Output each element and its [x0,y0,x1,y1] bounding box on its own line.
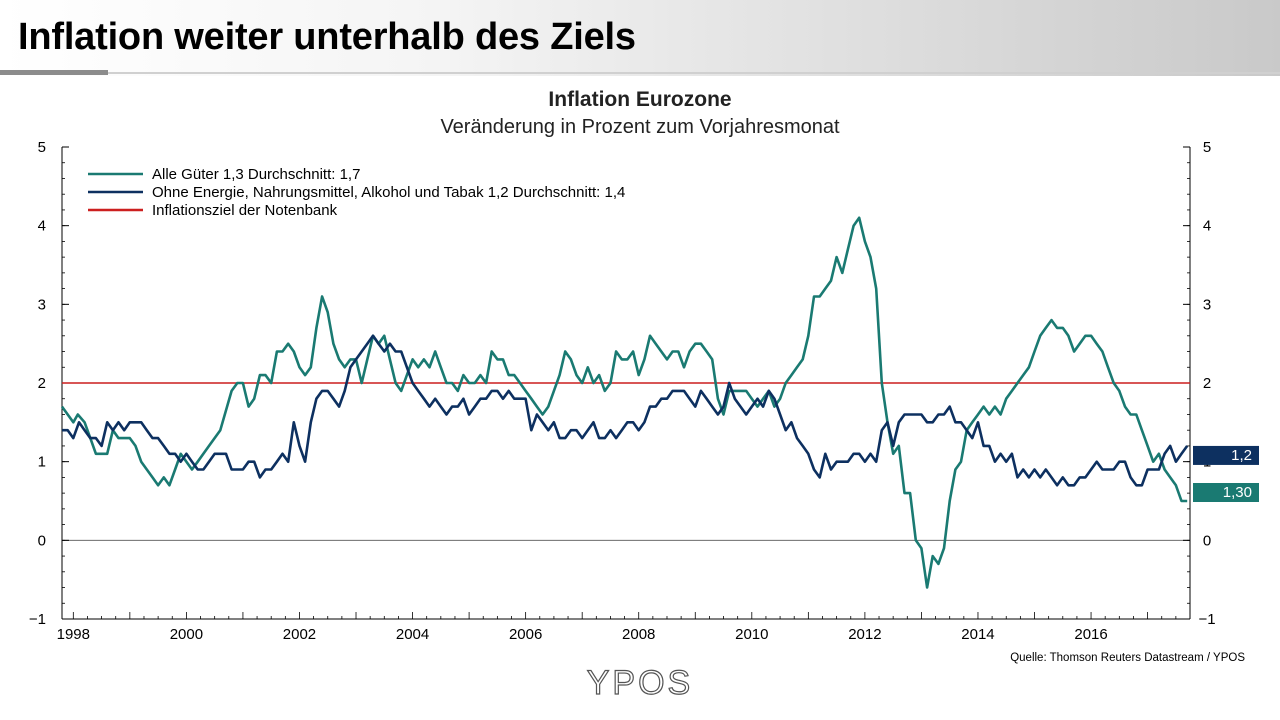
header-band [0,0,1280,76]
end-label-box [1193,445,1259,465]
end-label-text: 1,30 [1223,484,1252,501]
y-tick-label-left: −1 [29,611,46,628]
page-title: Inflation weiter unterhalb des Ziels [18,16,636,58]
y-tick-label-right: 3 [1203,296,1211,313]
end-label-box [1193,483,1259,502]
x-tick-label: 2012 [848,626,881,643]
inflation-chart: Inflation Eurozone Veränderung in Prozen… [29,88,1259,664]
header-divider [108,72,1280,74]
source-note: Quelle: Thomson Reuters Datastream / YPO… [1010,652,1245,664]
ypos-logo: YPOS [586,663,694,702]
y-tick-label-right: 4 [1203,218,1211,235]
x-tick-label: 2016 [1074,626,1107,643]
x-tick-label: 2008 [622,626,655,643]
end-labels: 1,30 1,2 [1193,445,1259,502]
y-tick-label-left: 3 [38,296,46,313]
chart-subtitle: Veränderung in Prozent zum Vorjahresmona… [440,116,840,138]
legend-label: Ohne Energie, Nahrungsmittel, Alkohol un… [152,184,625,201]
end-label-text: 1,2 [1231,447,1252,464]
series-layer [60,216,1189,589]
x-tick-label: 2010 [735,626,768,643]
legend-label: Alle Güter 1,3 Durchschnitt: 1,7 [152,166,360,183]
y-tick-label-left: 5 [38,139,46,156]
header-accent-bar [0,70,108,75]
y-tick-label-left: 4 [38,218,46,235]
x-tick-label: 2014 [961,626,994,643]
x-tick-label: 2004 [396,626,429,643]
series-line-core [62,334,1189,487]
y-tick-label-right: 0 [1203,532,1211,549]
chart-title: Inflation Eurozone [548,88,731,111]
x-tick-label: 2002 [283,626,316,643]
series-line-all-goods [60,216,1188,589]
chart-axes: −1−1001122334455199820002002200420062008… [29,139,1216,643]
y-tick-label-right: 2 [1203,375,1211,392]
legend-label: Inflationsziel der Notenbank [152,202,338,219]
y-tick-label-left: 1 [38,454,46,471]
x-tick-label: 2000 [170,626,203,643]
y-tick-label-left: 0 [38,532,46,549]
y-tick-label-left: 2 [38,375,46,392]
x-tick-label: 2006 [509,626,542,643]
y-tick-label-right: 5 [1203,139,1211,156]
x-tick-label: 1998 [57,626,90,643]
y-tick-label-right: −1 [1198,611,1215,628]
